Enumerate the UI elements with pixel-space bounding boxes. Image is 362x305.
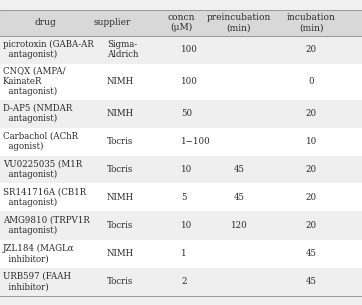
Text: 45: 45 bbox=[306, 277, 317, 286]
Text: JZL184 (MAGLα
  inhibitor): JZL184 (MAGLα inhibitor) bbox=[3, 244, 75, 263]
Text: 20: 20 bbox=[306, 109, 317, 118]
Bar bbox=[0, 99, 362, 127]
Bar bbox=[0, 9, 362, 35]
Text: NIMH: NIMH bbox=[107, 77, 134, 86]
Text: supplier: supplier bbox=[93, 18, 131, 27]
Bar bbox=[0, 211, 362, 239]
Text: preincubation
(min): preincubation (min) bbox=[207, 13, 271, 32]
Text: AMG9810 (TRPV1R
  antagonist): AMG9810 (TRPV1R antagonist) bbox=[3, 216, 90, 235]
Text: URB597 (FAAH
  inhibitor): URB597 (FAAH inhibitor) bbox=[3, 272, 71, 291]
Text: 20: 20 bbox=[306, 193, 317, 202]
Text: 50: 50 bbox=[181, 109, 192, 118]
Bar bbox=[0, 239, 362, 267]
Text: 2: 2 bbox=[181, 277, 186, 286]
Text: Sigma-
Aldrich: Sigma- Aldrich bbox=[107, 40, 138, 59]
Bar bbox=[0, 35, 362, 63]
Text: incubation
(min): incubation (min) bbox=[287, 13, 336, 32]
Text: SR141716A (CB1R
  antagonist): SR141716A (CB1R antagonist) bbox=[3, 188, 86, 207]
Text: 20: 20 bbox=[306, 165, 317, 174]
Bar bbox=[0, 267, 362, 296]
Text: 45: 45 bbox=[233, 193, 244, 202]
Text: 5: 5 bbox=[181, 193, 186, 202]
Text: D-AP5 (NMDAR
  antagonist): D-AP5 (NMDAR antagonist) bbox=[3, 104, 72, 123]
Text: 10: 10 bbox=[181, 221, 192, 230]
Bar bbox=[0, 63, 362, 99]
Text: 100: 100 bbox=[181, 45, 198, 54]
Text: 20: 20 bbox=[306, 221, 317, 230]
Bar bbox=[0, 184, 362, 211]
Text: picrotoxin (GABA-AR
  antagonist): picrotoxin (GABA-AR antagonist) bbox=[3, 40, 94, 59]
Text: Tocris: Tocris bbox=[107, 165, 133, 174]
Text: NIMH: NIMH bbox=[107, 249, 134, 258]
Text: 45: 45 bbox=[233, 165, 244, 174]
Text: CNQX (AMPA/
KainateR
  antagonist): CNQX (AMPA/ KainateR antagonist) bbox=[3, 66, 66, 96]
Text: 100: 100 bbox=[181, 77, 198, 86]
Text: 120: 120 bbox=[231, 221, 247, 230]
Text: 45: 45 bbox=[306, 249, 317, 258]
Text: 0: 0 bbox=[308, 77, 314, 86]
Text: concn
(μM): concn (μM) bbox=[167, 13, 195, 32]
Text: 20: 20 bbox=[306, 45, 317, 54]
Text: Tocris: Tocris bbox=[107, 221, 133, 230]
Bar bbox=[0, 156, 362, 184]
Text: NIMH: NIMH bbox=[107, 109, 134, 118]
Text: Tocris: Tocris bbox=[107, 137, 133, 146]
Text: NIMH: NIMH bbox=[107, 193, 134, 202]
Text: Tocris: Tocris bbox=[107, 277, 133, 286]
Bar bbox=[0, 127, 362, 156]
Text: 10: 10 bbox=[306, 137, 317, 146]
Text: drug: drug bbox=[34, 18, 56, 27]
Text: 1: 1 bbox=[181, 249, 187, 258]
Text: 10: 10 bbox=[181, 165, 192, 174]
Text: 1−100: 1−100 bbox=[181, 137, 211, 146]
Text: Carbachol (AChR
  agonist): Carbachol (AChR agonist) bbox=[3, 132, 78, 151]
Text: VU0225035 (M1R
  antagonist): VU0225035 (M1R antagonist) bbox=[3, 160, 82, 179]
